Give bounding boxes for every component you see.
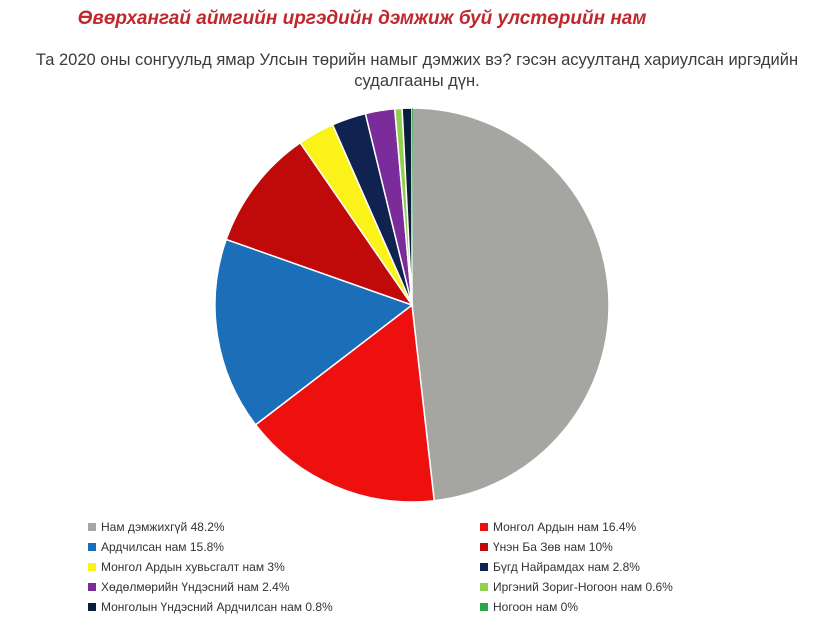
- subtitle-line-1: Та 2020 оны сонгуульд ямар Улсын төрийн …: [35, 51, 799, 69]
- legend-item-2: Ардчилсан нам 15.8%: [88, 540, 224, 554]
- legend-swatch-9: [480, 603, 488, 611]
- legend-label-4: Монгол Ардын хувьсгалт нам 3%: [101, 560, 285, 574]
- legend-label-6: Хөдөлмөрийн Үндэсний нам 2.4%: [101, 580, 290, 594]
- legend-swatch-8: [88, 603, 96, 611]
- legend-swatch-5: [480, 563, 488, 571]
- legend-item-1: Монгол Ардын нам 16.4%: [480, 520, 636, 534]
- chart-subtitle: Та 2020 оны сонгуульд ямар Улсын төрийн …: [0, 50, 834, 92]
- legend-swatch-1: [480, 523, 488, 531]
- legend-item-5: Бүгд Найрамдах нам 2.8%: [480, 560, 640, 574]
- legend-label-9: Ногоон нам 0%: [493, 600, 578, 614]
- legend-swatch-0: [88, 523, 96, 531]
- pie-slice-9: [412, 108, 413, 305]
- legend-label-2: Ардчилсан нам 15.8%: [101, 540, 224, 554]
- legend-label-0: Нам дэмжихгүй 48.2%: [101, 520, 225, 534]
- legend-item-3: Үнэн Ба Зөв нам 10%: [480, 540, 613, 554]
- legend-swatch-2: [88, 543, 96, 551]
- legend-item-4: Монгол Ардын хувьсгалт нам 3%: [88, 560, 285, 574]
- legend-label-8: Монголын Үндэсний Ардчилсан нам 0.8%: [101, 600, 333, 614]
- legend-label-3: Үнэн Ба Зөв нам 10%: [493, 540, 613, 554]
- legend-swatch-3: [480, 543, 488, 551]
- pie-slice-8: [401, 107, 413, 306]
- legend-item-8: Монголын Үндэсний Ардчилсан нам 0.8%: [88, 600, 333, 614]
- legend-label-7: Иргэний Зориг-Ногоон нам 0.6%: [493, 580, 673, 594]
- legend-item-0: Нам дэмжихгүй 48.2%: [88, 520, 225, 534]
- legend-label-5: Бүгд Найрамдах нам 2.8%: [493, 560, 640, 574]
- page-title: Өвөрхангай аймгийн иргэдийн дэмжиж буй у…: [77, 8, 647, 29]
- legend-label-1: Монгол Ардын нам 16.4%: [493, 520, 637, 534]
- subtitle-line-2: судалгааны дүн.: [354, 72, 480, 90]
- legend-item-9: Ногоон нам 0%: [480, 600, 578, 614]
- pie-slice-3: [225, 141, 414, 307]
- legend-swatch-4: [88, 563, 96, 571]
- pie-slice-1: [254, 303, 436, 503]
- pie-slice-2: [214, 238, 414, 426]
- legend-swatch-7: [480, 583, 488, 591]
- pie-slice-0: [411, 107, 610, 502]
- legend-item-6: Хөдөлмөрийн Үндэсний нам 2.4%: [88, 580, 289, 594]
- legend-swatch-6: [88, 583, 96, 591]
- legend-item-7: Иргэний Зориг-Ногоон нам 0.6%: [480, 580, 673, 594]
